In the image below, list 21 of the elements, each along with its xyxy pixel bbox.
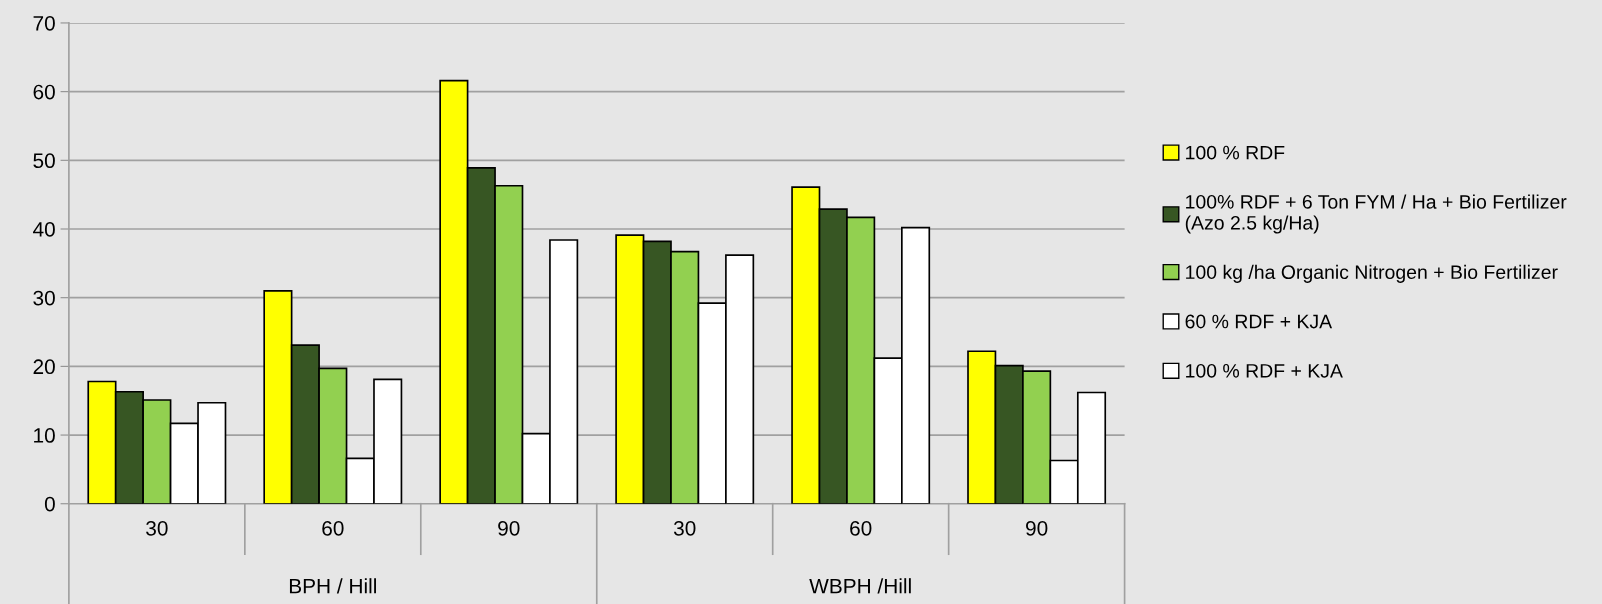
y-tick-label: 40 [33,222,55,237]
y-tick-label: 30 [33,290,55,306]
x-tick-label: 60 [322,520,344,536]
text: BPH / Hill [289,578,376,594]
y-tick-label: 60 [33,84,55,100]
x-tick-label: 30 [146,520,168,536]
x-tick-label: 90 [498,520,520,536]
x-tick-label: 90 [1026,520,1048,536]
legend-label: 100% RDF + 6 Ton FYM / Ha + Bio Fertilizer (Azo 2.5 kg/Ha) [1185,194,1567,234]
y-tick-label: 0 [44,496,55,512]
legend-label: 100 % RDF [1186,145,1285,160]
y-tick-label: 50 [33,153,55,169]
legend-label: 100 kg /ha Organic Nitrogen + Bio Fertilizer [1186,264,1558,283]
y-tick-label: 20 [33,359,55,375]
y-tick-label: 10 [34,428,55,443]
y-tick-label: 70 [33,15,55,31]
x-tick-label: 60 [850,520,872,536]
legend-label: 60 % RDF + KJA [1185,314,1333,329]
x-tick-label: 30 [673,520,696,536]
text: WBPH /Hill [809,578,911,594]
legend-label: 100 % RDF + KJA [1186,363,1343,378]
